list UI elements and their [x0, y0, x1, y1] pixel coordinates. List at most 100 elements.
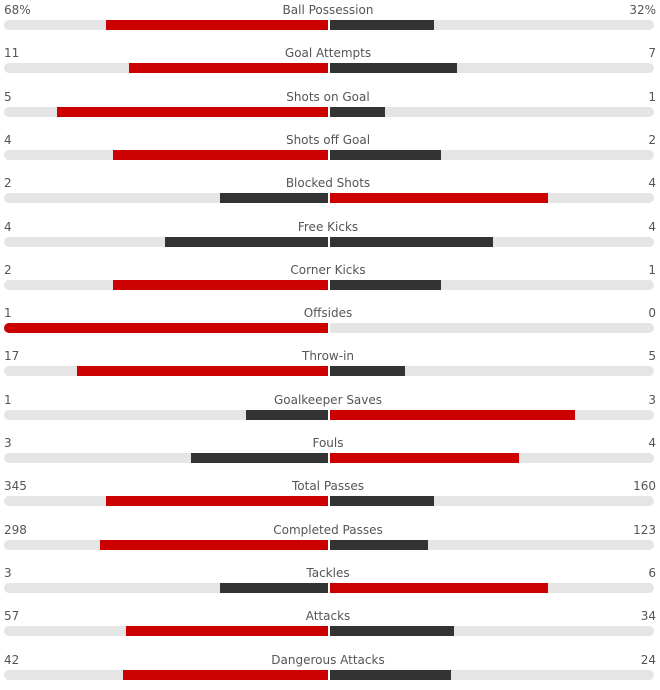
stat-bar-track	[4, 669, 654, 680]
away-bar	[330, 149, 441, 160]
bar-center-divider	[328, 453, 330, 463]
stat-row: 3 Fouls 4	[0, 435, 660, 465]
bar-center-divider	[328, 193, 330, 204]
home-value: 298	[4, 522, 27, 537]
stat-row: 1 Offsides 0	[0, 305, 660, 335]
home-value: 2	[4, 176, 12, 191]
stat-row: 2 Blocked Shots 4	[0, 175, 660, 205]
home-value: 1	[4, 306, 12, 321]
home-bar	[106, 496, 328, 507]
home-bar	[57, 106, 328, 117]
bar-center-divider	[328, 323, 330, 334]
bar-center-divider	[328, 149, 330, 160]
stat-label: Throw-in	[301, 349, 355, 364]
home-bar	[106, 20, 328, 30]
stat-label: Tackles	[306, 565, 350, 580]
away-value: 32%	[629, 3, 656, 17]
away-bar	[330, 63, 457, 74]
home-value: 2	[4, 262, 12, 277]
away-value: 160	[633, 479, 656, 494]
away-value: 24	[640, 652, 656, 667]
away-bar	[330, 366, 405, 377]
stat-bar-track	[4, 626, 654, 637]
stat-row: 4 Free Kicks 4	[0, 219, 660, 249]
stat-label: Fouls	[312, 436, 344, 450]
home-bar	[129, 63, 328, 74]
away-bar	[330, 20, 434, 30]
away-bar	[330, 539, 428, 550]
stat-bar-track	[4, 496, 654, 507]
stat-row: 11 Goal Attempts 7	[0, 45, 660, 75]
bar-center-divider	[328, 496, 330, 507]
home-bar	[220, 193, 328, 204]
stat-label: Completed Passes	[273, 522, 383, 537]
stat-row: 42 Dangerous Attacks 24	[0, 652, 660, 682]
away-value: 2	[648, 132, 656, 147]
stat-bar-track	[4, 279, 654, 290]
stat-bar-track	[4, 20, 654, 30]
stat-label: Total Passes	[291, 479, 365, 494]
bar-center-divider	[328, 669, 330, 680]
away-bar	[330, 453, 519, 463]
stat-row: 4 Shots off Goal 2	[0, 132, 660, 162]
stat-bar-track	[4, 366, 654, 377]
stat-label: Ball Possession	[282, 3, 374, 17]
stat-row: 57 Attacks 34	[0, 608, 660, 638]
away-bar	[330, 193, 548, 204]
away-bar	[330, 106, 385, 117]
away-bar	[330, 236, 493, 247]
away-value: 3	[648, 392, 656, 407]
home-value: 1	[4, 392, 12, 407]
home-bar	[113, 279, 328, 290]
away-value: 4	[648, 436, 656, 450]
bar-center-divider	[328, 366, 330, 377]
home-bar	[77, 366, 328, 377]
home-bar	[220, 582, 328, 593]
home-bar	[126, 626, 328, 637]
bar-center-divider	[328, 539, 330, 550]
away-bar	[330, 279, 441, 290]
away-value: 5	[648, 349, 656, 364]
stat-label: Dangerous Attacks	[271, 652, 385, 667]
stat-row: 68% Ball Possession 32%	[0, 2, 660, 32]
stat-row: 3 Tackles 6	[0, 565, 660, 595]
bar-center-divider	[328, 236, 330, 247]
away-bar	[330, 669, 451, 680]
stat-row: 1 Goalkeeper Saves 3	[0, 392, 660, 422]
stat-label: Shots off Goal	[285, 132, 371, 147]
stat-label: Corner Kicks	[290, 262, 366, 277]
away-value: 34	[640, 609, 656, 624]
away-value: 0	[648, 306, 656, 321]
bar-center-divider	[328, 106, 330, 117]
bar-center-divider	[328, 626, 330, 637]
stat-bar-track	[4, 323, 654, 334]
stat-bar-track	[4, 582, 654, 593]
home-bar	[113, 149, 328, 160]
home-value: 345	[4, 479, 27, 494]
home-bar	[165, 236, 328, 247]
home-value: 3	[4, 436, 12, 450]
stat-label: Offsides	[303, 306, 353, 321]
away-value: 123	[633, 522, 656, 537]
stat-bar-track	[4, 453, 654, 463]
away-value: 1	[648, 262, 656, 277]
away-value: 1	[648, 89, 656, 104]
stat-label: Goalkeeper Saves	[273, 392, 383, 407]
away-bar	[330, 409, 575, 420]
bar-center-divider	[328, 63, 330, 74]
away-bar	[330, 626, 454, 637]
stat-bar-track	[4, 539, 654, 550]
stat-bar-track	[4, 106, 654, 117]
home-bar	[100, 539, 328, 550]
away-bar	[330, 582, 548, 593]
home-value: 3	[4, 565, 12, 580]
home-bar	[123, 669, 328, 680]
stat-row: 345 Total Passes 160	[0, 478, 660, 508]
stat-bar-track	[4, 63, 654, 74]
stat-label: Shots on Goal	[286, 89, 370, 104]
home-bar	[246, 409, 328, 420]
away-value: 6	[648, 565, 656, 580]
stat-row: 298 Completed Passes 123	[0, 522, 660, 552]
away-value: 4	[648, 219, 656, 234]
